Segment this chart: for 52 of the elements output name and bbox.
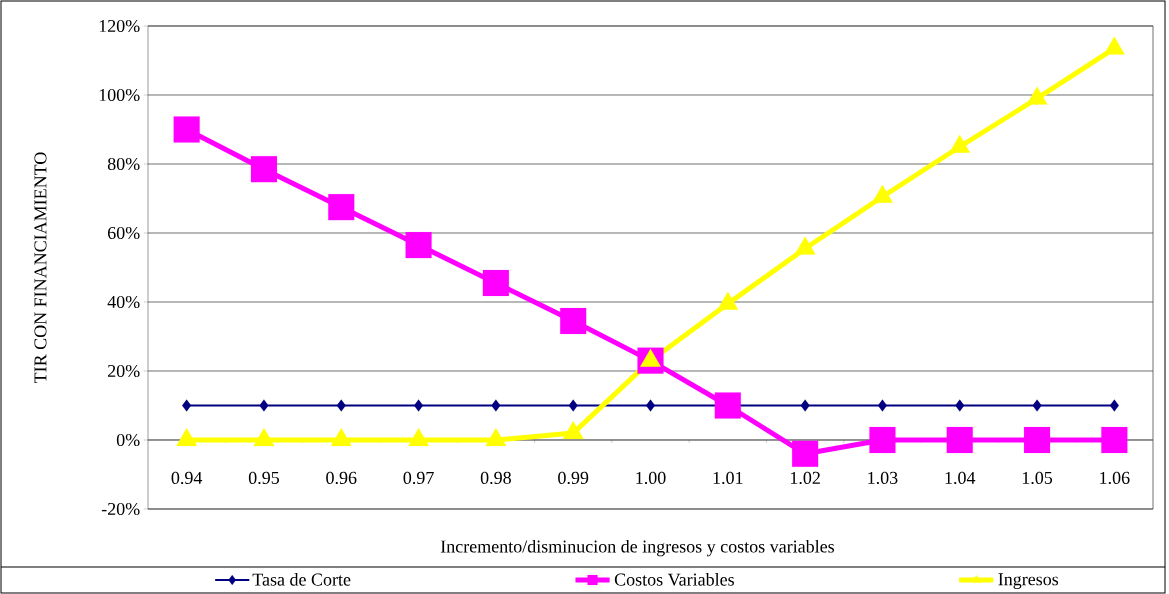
point xyxy=(800,399,810,412)
y-tick-label: 100% xyxy=(99,88,140,102)
point xyxy=(1032,399,1042,412)
point xyxy=(792,440,819,467)
x-axis-title: Incremento/disminucion de ingresos y costos variables xyxy=(440,539,835,557)
y-tick-label: 80% xyxy=(107,157,140,171)
point xyxy=(869,426,896,454)
y-axis-title: TIR CON FINANCIAMIENTO xyxy=(34,152,47,383)
x-tick-label: 1.05 xyxy=(1022,471,1053,485)
point xyxy=(336,399,346,412)
point xyxy=(414,399,424,412)
point xyxy=(1023,426,1051,454)
point xyxy=(955,399,965,412)
point xyxy=(714,392,741,419)
x-tick-label: 0.95 xyxy=(248,471,280,485)
x-tick-label: 1.04 xyxy=(945,471,976,485)
legend-label: Costos Variables xyxy=(614,573,734,586)
point xyxy=(1109,399,1119,412)
y-tick-label: 60% xyxy=(107,226,140,240)
point xyxy=(560,307,587,335)
point xyxy=(946,426,973,454)
x-tick-label: 0.97 xyxy=(403,471,434,485)
y-tick-label: 120% xyxy=(99,19,140,33)
y-tick-label: 40% xyxy=(107,295,140,309)
legend-label: Tasa de Corte xyxy=(252,573,351,586)
x-tick-label: 1.02 xyxy=(790,471,820,485)
x-tick-label: 0.94 xyxy=(171,471,203,485)
y-tick-label: 0% xyxy=(116,433,140,447)
point xyxy=(1101,426,1128,454)
y-tick-label: 20% xyxy=(107,364,140,378)
point xyxy=(568,399,578,412)
point xyxy=(491,399,501,412)
point xyxy=(482,269,509,297)
point xyxy=(405,232,432,259)
point xyxy=(1026,86,1048,105)
x-tick-label: 0.99 xyxy=(558,471,589,485)
point xyxy=(645,399,656,412)
point xyxy=(182,399,192,412)
x-tick-label: 1.06 xyxy=(1100,471,1130,485)
x-tick-label: 1.01 xyxy=(713,471,743,485)
x-tick-label: 0.96 xyxy=(326,471,357,485)
x-tick-label: 1.00 xyxy=(636,471,666,485)
point xyxy=(794,236,816,255)
point xyxy=(877,399,887,412)
point xyxy=(949,134,971,153)
point xyxy=(1103,36,1125,55)
y-tick-label: -20% xyxy=(101,502,140,516)
x-tick-label: 0.98 xyxy=(480,471,511,485)
x-tick-label: 1.03 xyxy=(868,471,898,485)
point xyxy=(871,184,893,203)
legend-label: Ingresos xyxy=(998,573,1059,590)
point xyxy=(259,399,269,412)
